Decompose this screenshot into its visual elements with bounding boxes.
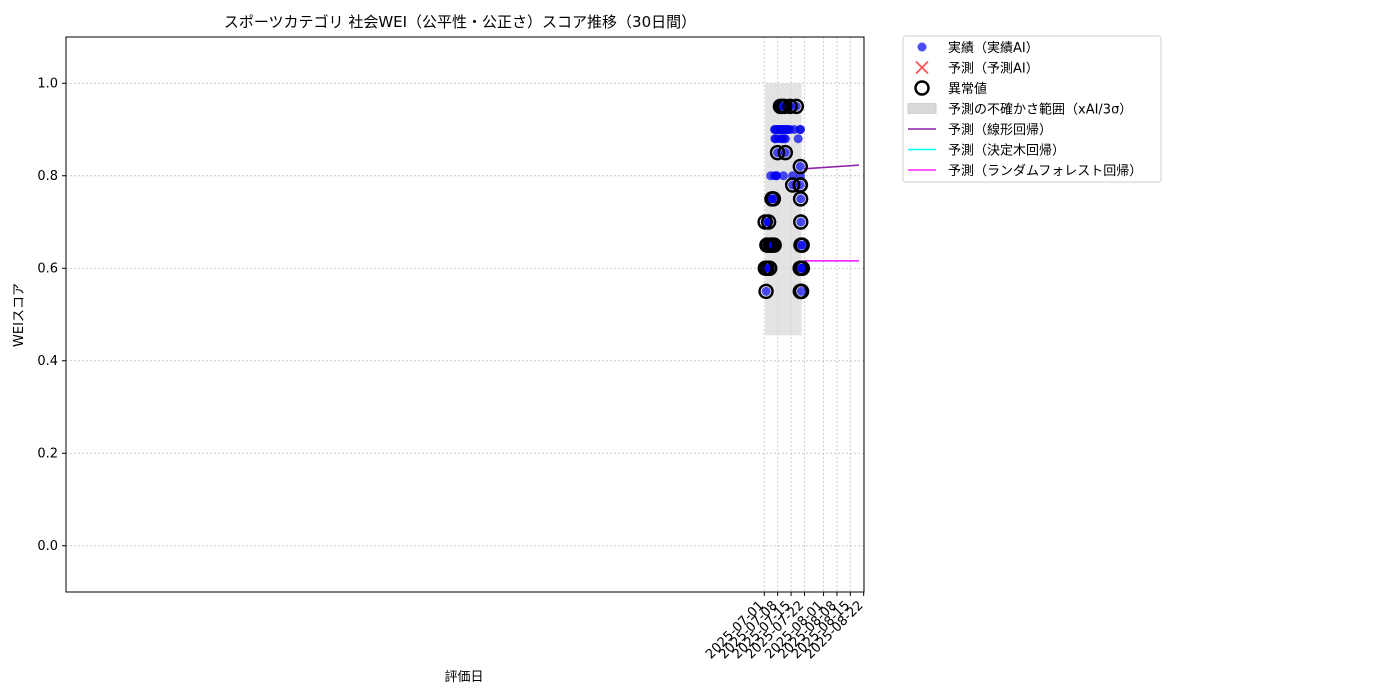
legend-label: 異常値 <box>948 81 987 97</box>
actual-point <box>778 171 788 181</box>
y-axis-label: WEIスコア <box>12 283 27 347</box>
anomaly-marker <box>760 214 777 230</box>
legend-label: 実績（実績AI） <box>948 40 1039 56</box>
legend-label: 予測の不確かさ範囲（xAI/3σ） <box>948 102 1132 118</box>
anomaly-marker <box>758 283 774 300</box>
anomaly-marker <box>792 283 809 300</box>
anomaly-marker <box>792 191 809 207</box>
chart-title: スポーツカテゴリ 社会WEI（公平性・公正さ）スコア推移（30日間） <box>224 13 696 31</box>
anomaly-marker <box>784 177 801 193</box>
legend-label: 予測（予測AI） <box>948 62 1039 77</box>
anomaly-marker <box>776 98 793 115</box>
x-axis-label: 評価日 <box>444 670 483 685</box>
legend-item-tree: 予測（決定木回帰） <box>908 143 1065 159</box>
actual-point <box>795 162 805 171</box>
actual-point <box>780 134 790 144</box>
anomaly-marker <box>794 237 810 253</box>
y-tick-label: 0.4 <box>37 354 58 369</box>
legend-band-icon <box>907 103 937 114</box>
legend-item-anomaly: 異常値 <box>914 80 987 97</box>
anomaly-marker <box>788 98 805 115</box>
legend-item-actual: 実績（実績AI） <box>917 40 1039 56</box>
legend-label: 予測（線形回帰） <box>948 122 1052 138</box>
legend-item-linear: 予測（線形回帰） <box>908 122 1052 138</box>
legend-x-icon <box>915 60 929 75</box>
anomaly-marker <box>765 191 782 207</box>
plot-area <box>65 36 865 593</box>
actual-point <box>772 171 782 181</box>
legend-item-predicted: 予測（予測AI） <box>915 60 1039 77</box>
anomaly-markers <box>757 98 811 300</box>
actual-point <box>796 217 806 227</box>
legend-item-forest: 予測（ランダムフォレスト回帰） <box>908 163 1142 179</box>
anomaly-marker <box>766 237 782 253</box>
plot-border <box>65 36 865 593</box>
regression-lines <box>804 164 859 262</box>
anomaly-marker <box>792 158 809 175</box>
actual-points <box>760 101 807 296</box>
anomaly-marker <box>782 98 798 115</box>
y-axis-ticks: 0.0 0.2 0.4 0.6 0.8 1.0 <box>37 76 66 554</box>
plot-background <box>66 37 864 592</box>
actual-point <box>796 286 806 296</box>
actual-point <box>761 286 771 296</box>
y-tick-label: 0.8 <box>37 169 58 184</box>
regression-line <box>804 164 859 170</box>
anomaly-marker <box>762 260 778 276</box>
legend-label: 予測（決定木回帰） <box>948 143 1065 159</box>
legend-item-uncertainty: 予測の不確かさ範囲（xAI/3σ） <box>907 102 1132 118</box>
actual-point <box>768 194 778 204</box>
actual-point <box>797 263 807 273</box>
actual-point <box>797 240 807 250</box>
y-tick-label: 0.0 <box>37 539 58 554</box>
y-tick-label: 0.2 <box>37 446 58 461</box>
actual-point <box>793 134 803 144</box>
anomaly-marker <box>793 214 809 230</box>
actual-point <box>796 194 806 204</box>
legend-dot-icon <box>917 42 927 52</box>
actual-point <box>796 125 806 134</box>
legend-ring-icon <box>914 80 930 96</box>
anomaly-marker <box>777 144 794 161</box>
y-tick-label: 1.0 <box>37 76 58 91</box>
legend-label: 予測（ランダムフォレスト回帰） <box>948 163 1142 179</box>
y-tick-label: 0.6 <box>37 261 58 276</box>
anomaly-marker <box>792 260 808 276</box>
anomaly-marker <box>769 144 786 161</box>
x-axis-ticks: 2025-07-012025-07-082025-07-152025-07-22… <box>703 592 867 662</box>
legend-frame <box>902 35 1162 183</box>
